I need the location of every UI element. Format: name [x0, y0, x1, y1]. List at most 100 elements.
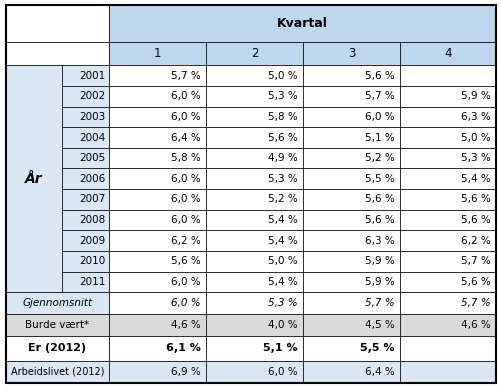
Bar — [399, 86, 495, 107]
Bar — [6, 360, 109, 383]
Bar — [109, 65, 205, 86]
Text: 5,1 %: 5,1 % — [364, 133, 394, 142]
Text: Arbeidslivet (2012): Arbeidslivet (2012) — [11, 367, 104, 377]
Text: 6,0 %: 6,0 % — [171, 194, 200, 204]
Bar — [62, 148, 109, 168]
Bar — [62, 230, 109, 251]
Text: Kvartal: Kvartal — [277, 17, 327, 30]
Text: 6,0 %: 6,0 % — [171, 112, 200, 122]
Bar — [6, 314, 109, 336]
Bar — [6, 336, 109, 360]
Text: 2003: 2003 — [80, 112, 106, 122]
Text: Burde vært*: Burde vært* — [26, 320, 89, 330]
Text: 5,8 %: 5,8 % — [171, 153, 200, 163]
Bar — [109, 292, 205, 314]
Text: 5,9 %: 5,9 % — [364, 277, 394, 287]
Bar — [62, 210, 109, 230]
Bar — [302, 127, 399, 148]
Text: År: År — [26, 172, 43, 186]
Text: Er (2012): Er (2012) — [29, 343, 86, 353]
Bar — [109, 148, 205, 168]
Text: 6,0 %: 6,0 % — [171, 277, 200, 287]
Text: 5,3 %: 5,3 % — [460, 153, 490, 163]
Bar — [399, 189, 495, 210]
Text: 2001: 2001 — [80, 71, 106, 81]
Bar — [302, 86, 399, 107]
Bar — [205, 336, 302, 360]
Bar — [205, 107, 302, 127]
Text: 2002: 2002 — [80, 91, 106, 101]
Text: 5,8 %: 5,8 % — [268, 112, 297, 122]
Text: 5,3 %: 5,3 % — [268, 174, 297, 184]
Bar — [399, 292, 495, 314]
Bar — [399, 230, 495, 251]
Text: Gjennomsnitt: Gjennomsnitt — [23, 298, 92, 308]
Bar — [205, 189, 302, 210]
Text: 4,9 %: 4,9 % — [268, 153, 297, 163]
Bar — [205, 230, 302, 251]
Bar — [109, 107, 205, 127]
Text: 5,7 %: 5,7 % — [460, 256, 490, 266]
Text: 3: 3 — [347, 47, 354, 60]
Text: 6,4 %: 6,4 % — [364, 367, 394, 377]
Bar — [399, 168, 495, 189]
Bar — [302, 107, 399, 127]
Text: 6,3 %: 6,3 % — [460, 112, 490, 122]
Text: 5,5 %: 5,5 % — [360, 343, 394, 353]
Text: 2009: 2009 — [80, 236, 106, 246]
Bar — [302, 251, 399, 272]
Bar — [205, 251, 302, 272]
Text: 6,0 %: 6,0 % — [171, 215, 200, 225]
Text: 5,7 %: 5,7 % — [365, 298, 394, 308]
Text: 2005: 2005 — [80, 153, 106, 163]
Bar — [109, 5, 495, 42]
Text: 5,6 %: 5,6 % — [364, 194, 394, 204]
Bar — [109, 272, 205, 292]
Bar — [302, 148, 399, 168]
Bar — [109, 42, 205, 65]
Text: 5,4 %: 5,4 % — [460, 174, 490, 184]
Text: 6,1 %: 6,1 % — [166, 343, 200, 353]
Text: 5,4 %: 5,4 % — [268, 277, 297, 287]
Text: 5,6 %: 5,6 % — [460, 194, 490, 204]
Bar — [302, 210, 399, 230]
Bar — [205, 127, 302, 148]
Bar — [302, 189, 399, 210]
Text: 5,6 %: 5,6 % — [460, 215, 490, 225]
Bar — [205, 292, 302, 314]
Text: 6,0 %: 6,0 % — [365, 112, 394, 122]
Bar — [62, 127, 109, 148]
Text: 5,1 %: 5,1 % — [263, 343, 297, 353]
Text: 5,6 %: 5,6 % — [171, 256, 200, 266]
Text: 5,3 %: 5,3 % — [268, 91, 297, 101]
Bar — [302, 292, 399, 314]
Text: 5,7 %: 5,7 % — [364, 91, 394, 101]
Bar — [399, 360, 495, 383]
Bar — [62, 65, 109, 86]
Text: 5,5 %: 5,5 % — [364, 174, 394, 184]
Text: 5,7 %: 5,7 % — [460, 298, 490, 308]
Bar — [205, 65, 302, 86]
Text: 6,2 %: 6,2 % — [460, 236, 490, 246]
Text: 5,0 %: 5,0 % — [268, 256, 297, 266]
Bar — [205, 314, 302, 336]
Bar — [109, 314, 205, 336]
Text: 6,4 %: 6,4 % — [171, 133, 200, 142]
Bar — [399, 336, 495, 360]
Bar — [205, 86, 302, 107]
Text: 5,0 %: 5,0 % — [268, 71, 297, 81]
Bar — [302, 230, 399, 251]
Text: 6,0 %: 6,0 % — [171, 174, 200, 184]
Bar — [6, 5, 109, 42]
Bar — [6, 42, 109, 65]
Text: 2006: 2006 — [80, 174, 106, 184]
Text: 5,6 %: 5,6 % — [460, 277, 490, 287]
Bar — [6, 65, 62, 292]
Bar — [109, 86, 205, 107]
Text: 2011: 2011 — [79, 277, 106, 287]
Text: 6,3 %: 6,3 % — [364, 236, 394, 246]
Bar — [302, 65, 399, 86]
Bar — [109, 336, 205, 360]
Text: 2008: 2008 — [80, 215, 106, 225]
Text: 4,6 %: 4,6 % — [460, 320, 490, 330]
